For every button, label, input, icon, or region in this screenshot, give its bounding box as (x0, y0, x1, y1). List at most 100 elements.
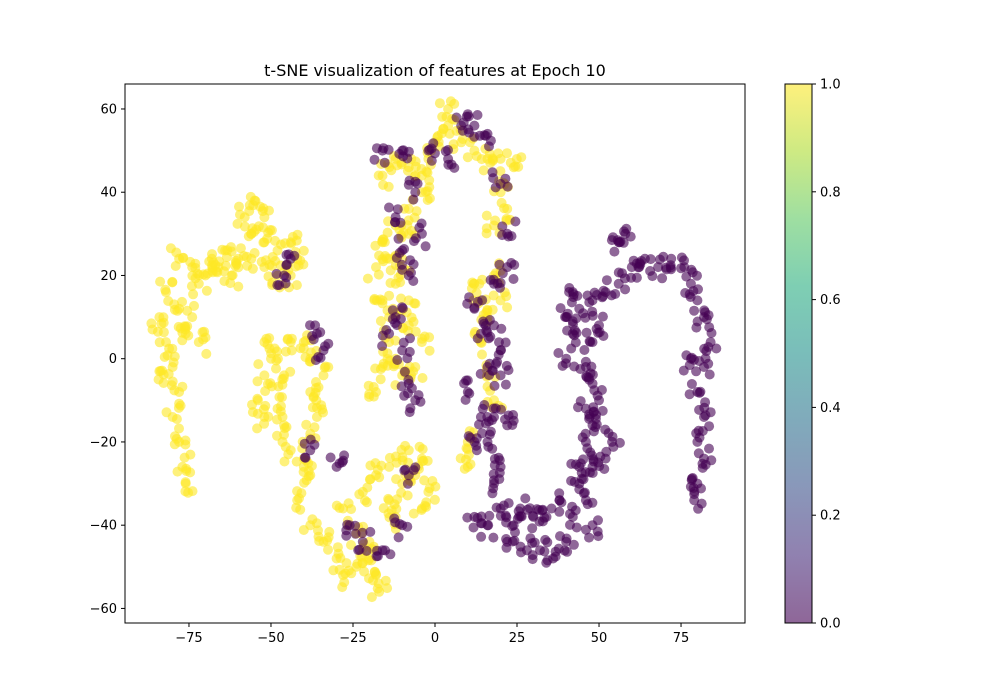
scatter-point (278, 373, 289, 384)
scatter-point (546, 503, 557, 514)
scatter-point (420, 241, 431, 252)
scatter-point (581, 327, 592, 338)
scatter-point (370, 363, 381, 374)
scatter-point (186, 281, 197, 292)
scatter-point (263, 411, 274, 422)
scatter-point (242, 260, 253, 271)
scatter-point (295, 504, 306, 515)
scatter-point (455, 453, 466, 464)
scatter-point (416, 218, 427, 229)
scatter-points-layer (146, 96, 722, 603)
scatter-point (403, 375, 414, 385)
scatter-point (167, 276, 178, 287)
scatter-point (555, 531, 565, 542)
scatter-point (568, 289, 579, 300)
scatter-point (282, 333, 293, 344)
scatter-point (331, 500, 342, 511)
scatter-point (402, 490, 413, 501)
scatter-point (362, 482, 373, 493)
scatter-point (375, 374, 386, 385)
scatter-point (711, 343, 722, 354)
scatter-point (700, 459, 711, 470)
scatter-point (235, 243, 246, 254)
scatter-point (421, 502, 432, 512)
scatter-point (309, 439, 320, 450)
scatter-point (390, 335, 401, 346)
scatter-point (570, 459, 581, 470)
scatter-point (152, 326, 163, 337)
scatter-point (424, 345, 435, 356)
scatter-point (463, 449, 474, 460)
scatter-point (289, 250, 300, 261)
scatter-point (479, 400, 490, 410)
scatter-point (562, 325, 573, 336)
scatter-point (406, 267, 416, 278)
scatter-point (161, 407, 172, 418)
scatter-point (410, 298, 421, 309)
scatter-point (476, 531, 487, 542)
scatter-point (665, 260, 676, 271)
scatter-point (373, 170, 384, 181)
scatter-point (410, 326, 421, 337)
scatter-point (253, 359, 264, 370)
scatter-point (390, 517, 401, 528)
scatter-point (597, 311, 608, 322)
scatter-point (580, 356, 591, 367)
scatter-point (405, 333, 415, 344)
scatter-point (325, 452, 336, 463)
y-tick-label: −60 (90, 602, 117, 617)
scatter-point (477, 349, 487, 360)
scatter-point (271, 363, 281, 374)
scatter-point (584, 532, 594, 543)
scatter-point (386, 165, 397, 176)
scatter-point (281, 249, 292, 260)
scatter-point (417, 373, 428, 383)
scatter-point (300, 452, 311, 463)
scatter-point (424, 175, 435, 186)
scatter-point (488, 173, 499, 184)
scatter-point (490, 182, 501, 193)
scatter-point (578, 308, 589, 319)
scatter-point (489, 380, 500, 391)
scatter-point (429, 494, 440, 505)
scatter-point (177, 381, 188, 392)
scatter-point (360, 495, 370, 506)
scatter-point (402, 478, 413, 489)
x-tick-label: −25 (339, 631, 366, 646)
scatter-point (569, 330, 580, 341)
scatter-point (490, 403, 501, 414)
scatter-point (180, 435, 191, 446)
colorbar-tick-label: 0.0 (820, 617, 841, 632)
scatter-point (402, 165, 413, 176)
scatter-point (694, 387, 705, 398)
scatter-point (658, 251, 669, 262)
scatter-point (412, 178, 423, 189)
scatter-point (500, 173, 511, 184)
scatter-point (368, 382, 379, 392)
scatter-point (488, 483, 499, 494)
scatter-point (578, 454, 589, 465)
scatter-point (399, 244, 410, 254)
scatter-point (485, 275, 496, 285)
scatter-point (479, 130, 490, 141)
scatter-point (266, 225, 277, 236)
scatter-point (182, 305, 193, 316)
scatter-point (379, 157, 390, 168)
scatter-point (422, 455, 433, 466)
scatter-point (445, 96, 456, 107)
scatter-point (485, 135, 496, 146)
scatter-point (170, 261, 181, 271)
chart-title: t-SNE visualization of features at Epoch… (264, 61, 606, 80)
scatter-point (180, 486, 191, 497)
scatter-point (522, 504, 533, 515)
scatter-point (375, 316, 386, 326)
scatter-point (341, 530, 352, 541)
scatter-point (477, 428, 488, 439)
scatter-point (397, 264, 408, 275)
scatter-point (314, 536, 325, 546)
scatter-point (562, 546, 573, 557)
scatter-point (198, 269, 209, 280)
scatter-point (706, 328, 717, 338)
scatter-point (291, 235, 302, 246)
